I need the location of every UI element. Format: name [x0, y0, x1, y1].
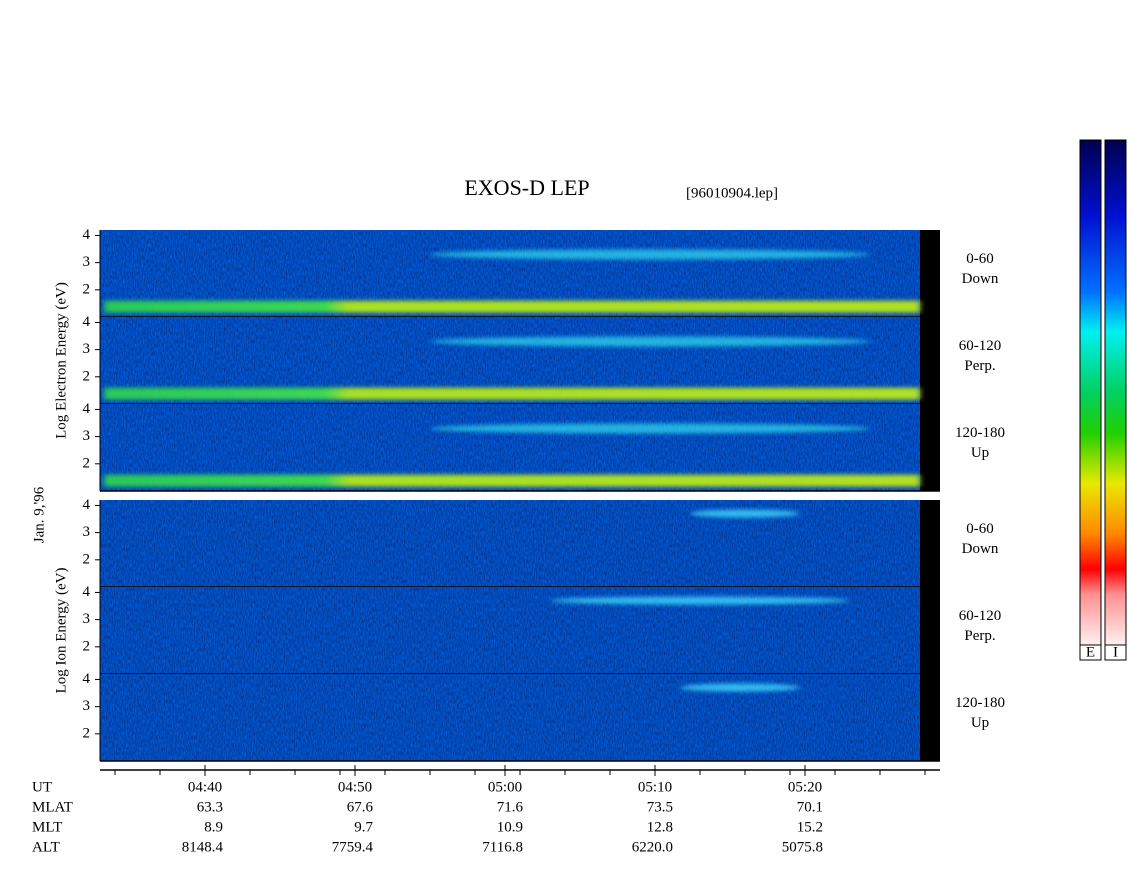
low-energy-band: [104, 300, 920, 313]
y-tick-label: 4: [83, 227, 91, 243]
y-tick-label: 2: [83, 455, 91, 471]
x-tick-label: 04:40: [188, 779, 222, 795]
y-tick-label: 2: [83, 281, 91, 297]
data-gap: [920, 404, 940, 491]
direction-label: Up: [971, 715, 989, 731]
hot-band: [430, 336, 870, 347]
angle-label: 0-60: [966, 251, 994, 267]
y-tick-label: 3: [83, 341, 91, 357]
colorbar-label-box: [1104, 644, 1127, 661]
x-label: UT: [32, 779, 52, 795]
ion-band: [690, 509, 800, 518]
data-gap: [920, 230, 940, 317]
direction-label: Down: [962, 271, 999, 287]
row-value: 12.8: [647, 819, 673, 835]
colorbar-label: I: [1113, 644, 1118, 660]
row-value: 63.3: [197, 799, 223, 815]
y-tick-label: 4: [83, 314, 91, 330]
row-value: 15.2: [797, 819, 823, 835]
colorbar-label-box: [1079, 644, 1102, 661]
y-tick-label: 4: [83, 671, 91, 687]
y-tick-label: 4: [83, 584, 91, 600]
low-energy-band: [104, 387, 920, 400]
date-label: Jan. 9,'96: [31, 486, 47, 543]
row-value: 5075.8: [782, 839, 823, 855]
y-tick-label: 3: [83, 698, 91, 714]
row-value: 10.9: [497, 819, 523, 835]
ion-band: [680, 683, 800, 692]
colorbar-label: E: [1086, 644, 1095, 660]
y-tick-label: 3: [83, 611, 91, 627]
direction-label: Down: [962, 541, 999, 557]
row-value: 8.9: [204, 819, 223, 835]
y-tick-label: 2: [83, 638, 91, 654]
direction-label: Perp.: [964, 628, 995, 644]
x-tick-label: 05:00: [488, 779, 522, 795]
x-tick-label: 04:50: [338, 779, 372, 795]
row-value: 9.7: [354, 819, 373, 835]
row-label: MLT: [32, 819, 62, 835]
row-value: 73.5: [647, 799, 673, 815]
row-value: 7759.4: [332, 839, 374, 855]
hot-band: [430, 249, 870, 260]
ion-band: [550, 596, 850, 605]
data-gap: [920, 587, 940, 674]
y-tick-label: 2: [83, 725, 91, 741]
direction-label: Perp.: [964, 358, 995, 374]
colorbar: [1079, 139, 1102, 646]
y-tick-label: 3: [83, 254, 91, 270]
row-label: ALT: [32, 839, 60, 855]
row-value: 8148.4: [182, 839, 224, 855]
row-label: MLAT: [32, 799, 73, 815]
y-tick-label: 4: [83, 401, 91, 417]
angle-label: 0-60: [966, 521, 994, 537]
row-value: 70.1: [797, 799, 823, 815]
x-tick-label: 05:20: [788, 779, 822, 795]
angle-label: 120-180: [955, 695, 1005, 711]
data-gap: [920, 317, 940, 404]
data-gap: [920, 674, 940, 761]
panel-ylabel: Log Ion Energy (eV): [53, 568, 69, 694]
chart-title: EXOS-D LEP: [464, 175, 589, 200]
panel-ylabel: Log Electron Energy (eV): [53, 282, 69, 439]
angle-label: 120-180: [955, 425, 1005, 441]
angle-label: 60-120: [959, 338, 1002, 354]
hot-band: [430, 423, 870, 434]
file-label: [96010904.lep]: [686, 185, 778, 201]
angle-label: 60-120: [959, 608, 1002, 624]
row-value: 7116.8: [482, 839, 523, 855]
low-energy-band: [104, 474, 920, 487]
y-tick-label: 4: [83, 497, 91, 513]
direction-label: Up: [971, 445, 989, 461]
y-tick-label: 2: [83, 368, 91, 384]
y-tick-label: 3: [83, 524, 91, 540]
x-tick-label: 05:10: [638, 779, 672, 795]
row-value: 6220.0: [632, 839, 673, 855]
y-tick-label: 2: [83, 551, 91, 567]
row-value: 71.6: [497, 799, 524, 815]
data-gap: [920, 500, 940, 587]
row-value: 67.6: [347, 799, 374, 815]
colorbar: [1104, 139, 1127, 646]
y-tick-label: 3: [83, 428, 91, 444]
